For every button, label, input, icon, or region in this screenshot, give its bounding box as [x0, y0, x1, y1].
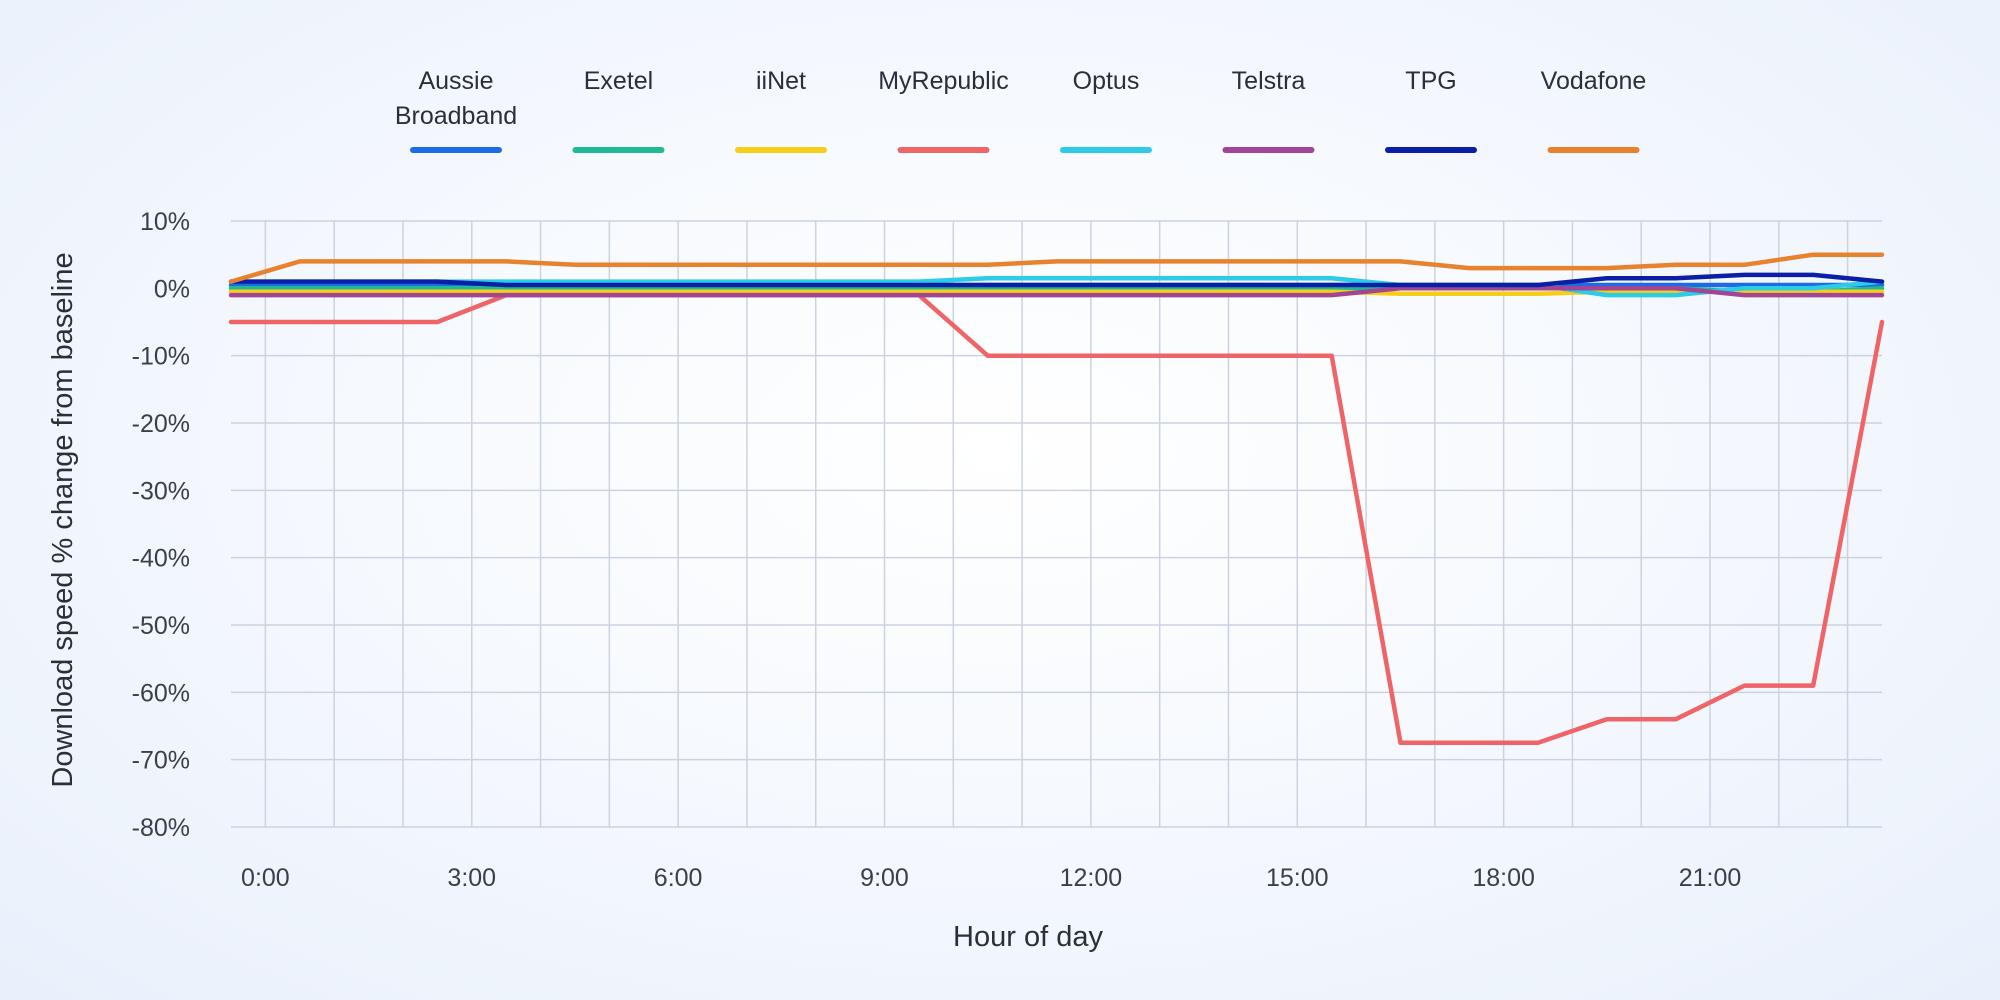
series-lines [228, 252, 1885, 746]
legend-label: iiNet [756, 67, 806, 95]
y-axis-title: Download speed % change from baseline [47, 252, 79, 787]
series-line-optus [228, 275, 1885, 298]
legend-item-aussie-broadband: Aussie Broadband [395, 67, 517, 153]
x-tick-label: 12:00 [1060, 864, 1123, 892]
x-axis-ticks: 0:00 3:00 6:00 9:00 12:00 15:00 18:00 21:00 [241, 864, 1741, 892]
legend-item-iinet: iiNet [735, 67, 827, 153]
legend-label: MyRepublic [878, 67, 1009, 95]
legend-item-myrepublic: MyRepublic [878, 67, 1009, 153]
y-axis-ticks: 10% 0% -10% -20% -30% -40% -50% -60% -70% -80% [132, 208, 190, 842]
y-tick-label: -70% [132, 747, 190, 775]
series-line-myrepublic [228, 292, 1885, 746]
legend-item-vodafone: Vodafone [1541, 67, 1647, 153]
legend-item-tpg: TPG [1385, 67, 1477, 153]
legend-label: Aussie [418, 67, 493, 95]
legend-label: Vodafone [1541, 67, 1647, 95]
gridlines [231, 220, 1882, 828]
series-line-iinet [228, 289, 1885, 296]
legend-label: Optus [1073, 67, 1140, 95]
y-tick-label: -80% [132, 814, 190, 842]
y-tick-label: -30% [132, 477, 190, 505]
legend-label: TPG [1405, 67, 1456, 95]
x-tick-label: 18:00 [1472, 864, 1535, 892]
x-tick-label: 9:00 [860, 864, 909, 892]
legend-label: Broadband [395, 102, 517, 130]
series-line-telstra [228, 286, 1885, 298]
x-tick-label: 21:00 [1679, 864, 1742, 892]
y-tick-label: -10% [132, 343, 190, 371]
series-line-tpg [228, 272, 1885, 288]
legend-label: Exetel [584, 67, 653, 95]
series-line-vodafone [228, 252, 1885, 284]
y-tick-label: 0% [154, 275, 190, 303]
x-axis-title: Hour of day [953, 921, 1103, 953]
y-tick-label: -20% [132, 410, 190, 438]
legend: Aussie Broadband Exetel iiNet MyRepublic Optu… [395, 67, 1647, 153]
legend-item-telstra: Telstra [1222, 67, 1315, 153]
y-tick-label: -50% [132, 612, 190, 640]
legend-item-optus: Optus [1060, 67, 1152, 153]
x-tick-label: 3:00 [447, 864, 496, 892]
x-tick-label: 0:00 [241, 864, 290, 892]
x-tick-label: 15:00 [1266, 864, 1329, 892]
y-tick-label: -60% [132, 679, 190, 707]
legend-label: Telstra [1232, 67, 1306, 95]
y-tick-label: -40% [132, 545, 190, 573]
legend-item-exetel: Exetel [572, 67, 665, 153]
x-tick-label: 6:00 [654, 864, 703, 892]
y-tick-label: 10% [140, 208, 190, 236]
